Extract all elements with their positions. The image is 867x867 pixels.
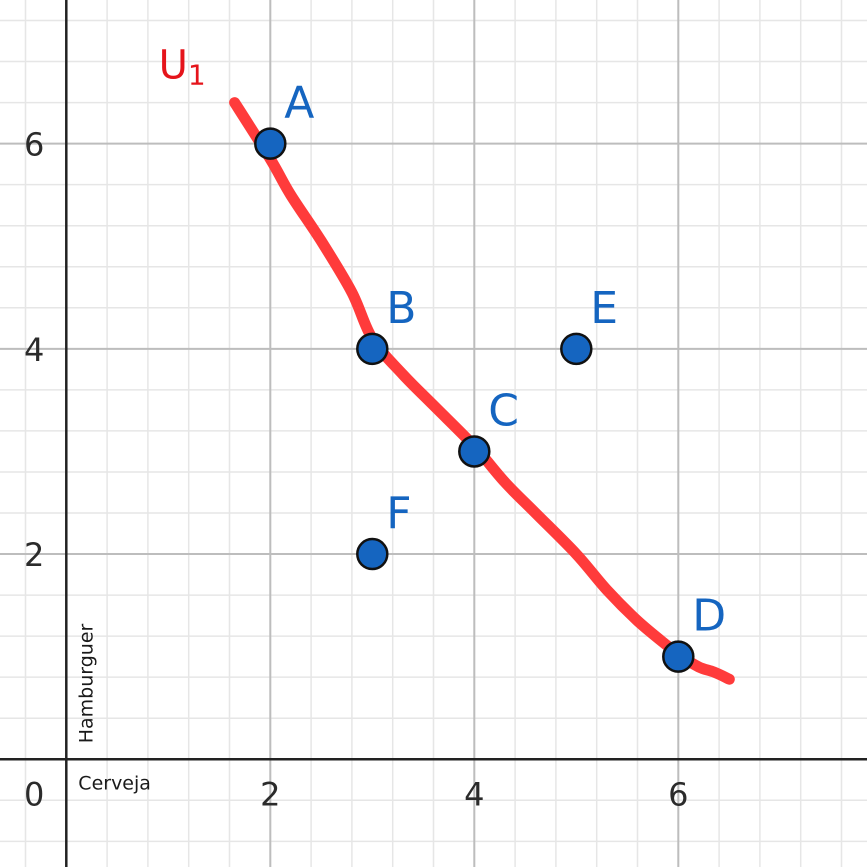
y-tick-label-6: 6: [24, 126, 44, 164]
point-label-e: E: [590, 283, 618, 334]
indifference-curve-u1: [229, 97, 735, 685]
curve-label-subscript: 1: [188, 59, 206, 92]
y-tick-label-2: 2: [24, 536, 44, 574]
point-a: [254, 127, 287, 160]
point-label-b: B: [386, 283, 416, 334]
x-axis-label: Cerveja: [78, 772, 151, 794]
y-axis-label: Hamburguer: [75, 623, 97, 743]
point-e: [560, 332, 593, 366]
curve-layer: [229, 97, 735, 685]
point-label-a: A: [284, 78, 314, 129]
point-c: [458, 435, 491, 468]
point-b: [356, 332, 389, 366]
point-d: [662, 640, 695, 673]
y-tick-label-4: 4: [24, 331, 44, 369]
curve-label-u1: U1: [159, 43, 206, 92]
x-tick-label-2: 2: [260, 775, 280, 813]
point-label-c: C: [488, 385, 519, 436]
points-layer: A B C D E F: [254, 78, 726, 673]
curve-label-main: U: [159, 43, 188, 89]
tick-labels: 2 4 6 2 4 6: [24, 126, 689, 814]
point-f: [356, 537, 389, 571]
x-tick-label-6: 6: [668, 775, 688, 813]
x-tick-label-4: 4: [464, 775, 484, 813]
point-label-d: D: [692, 591, 726, 642]
point-label-f: F: [386, 488, 411, 539]
origin-label: 0: [24, 775, 44, 813]
